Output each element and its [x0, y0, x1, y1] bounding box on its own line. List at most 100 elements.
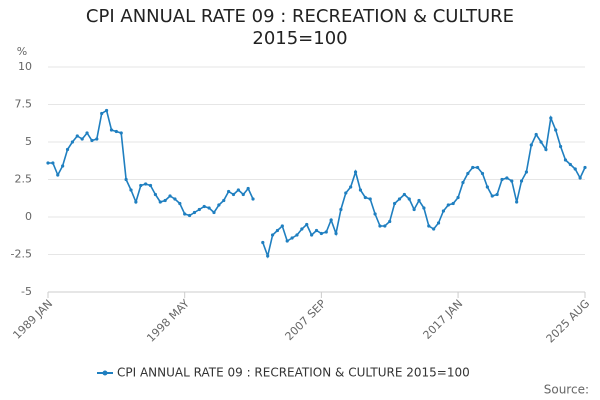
- y-tick-label: 0: [25, 210, 32, 223]
- point: [295, 233, 299, 237]
- point: [358, 188, 363, 192]
- x-tick-label: 2017 JAN: [421, 297, 466, 342]
- series-line: [48, 109, 586, 259]
- point: [500, 177, 504, 182]
- point: [310, 233, 314, 237]
- point: [549, 116, 553, 120]
- point: [65, 147, 70, 152]
- point: [290, 236, 294, 240]
- point: [187, 213, 192, 218]
- point: [539, 140, 543, 144]
- point: [407, 197, 411, 201]
- point: [510, 179, 514, 183]
- legend-marker: [102, 370, 108, 376]
- point: [266, 254, 270, 258]
- point: [212, 210, 216, 215]
- y-axis-unit: %: [17, 45, 27, 58]
- point: [246, 186, 250, 191]
- point: [95, 137, 99, 141]
- point: [173, 197, 177, 201]
- point: [305, 222, 309, 227]
- point: [388, 219, 392, 224]
- point: [51, 161, 55, 165]
- point: [144, 182, 148, 186]
- point: [490, 194, 494, 198]
- point: [109, 128, 114, 132]
- point: [505, 176, 509, 180]
- point: [583, 165, 587, 170]
- point: [85, 131, 89, 135]
- x-tick-label: 2007 SEP: [283, 297, 329, 343]
- point: [524, 170, 529, 174]
- point: [402, 192, 406, 197]
- point: [422, 206, 426, 210]
- point: [349, 185, 353, 189]
- x-tick-label: 2025 AUG: [544, 297, 593, 346]
- point: [471, 165, 475, 170]
- point: [476, 165, 480, 170]
- point: [573, 167, 577, 171]
- point: [261, 240, 265, 245]
- point: [568, 162, 572, 167]
- point: [554, 128, 558, 132]
- point: [363, 195, 367, 200]
- point: [329, 218, 333, 222]
- point: [222, 198, 226, 203]
- point: [275, 228, 280, 233]
- y-tick-label: 5: [25, 135, 32, 148]
- point: [529, 143, 533, 147]
- point: [124, 177, 128, 182]
- y-tick-label: -2.5: [11, 248, 32, 261]
- point: [495, 192, 499, 197]
- point: [227, 189, 231, 194]
- point: [578, 176, 582, 180]
- point: [373, 212, 377, 216]
- x-tick-label: 1989 JAN: [10, 297, 55, 342]
- point: [446, 203, 450, 207]
- point: [441, 209, 446, 213]
- point: [178, 201, 182, 206]
- point: [163, 198, 167, 203]
- point: [461, 180, 465, 185]
- point: [207, 206, 211, 210]
- point: [270, 233, 275, 237]
- point: [231, 192, 236, 197]
- point: [129, 188, 133, 192]
- legend-label: CPI ANNUAL RATE 09 : RECREATION & CULTUR…: [117, 366, 470, 380]
- point: [534, 132, 538, 137]
- chart-title: CPI ANNUAL RATE 09 : RECREATION & CULTUR…: [85, 6, 515, 49]
- point: [202, 204, 206, 209]
- point: [139, 183, 143, 188]
- point: [563, 158, 568, 162]
- point: [393, 201, 397, 206]
- point: [519, 179, 524, 183]
- point: [280, 224, 284, 228]
- point: [46, 161, 50, 165]
- point: [544, 147, 548, 152]
- point: [412, 207, 416, 212]
- point: [300, 227, 304, 231]
- point: [236, 188, 240, 192]
- point: [70, 140, 75, 144]
- point: [515, 200, 519, 204]
- point: [417, 198, 421, 203]
- point: [558, 144, 563, 149]
- point: [480, 171, 485, 176]
- point: [241, 192, 245, 197]
- y-tick-label: -5: [21, 285, 32, 298]
- point: [319, 231, 323, 236]
- point: [397, 197, 402, 201]
- y-tick-label: 2.5: [15, 173, 33, 186]
- y-tick-label: 7.5: [15, 98, 33, 111]
- point: [90, 138, 94, 143]
- point: [104, 108, 109, 113]
- point: [339, 207, 343, 212]
- point: [56, 173, 60, 177]
- point: [378, 224, 382, 228]
- x-tick-label: 1998 MAY: [144, 297, 192, 345]
- point: [344, 191, 348, 195]
- point: [61, 164, 65, 168]
- point: [427, 224, 431, 228]
